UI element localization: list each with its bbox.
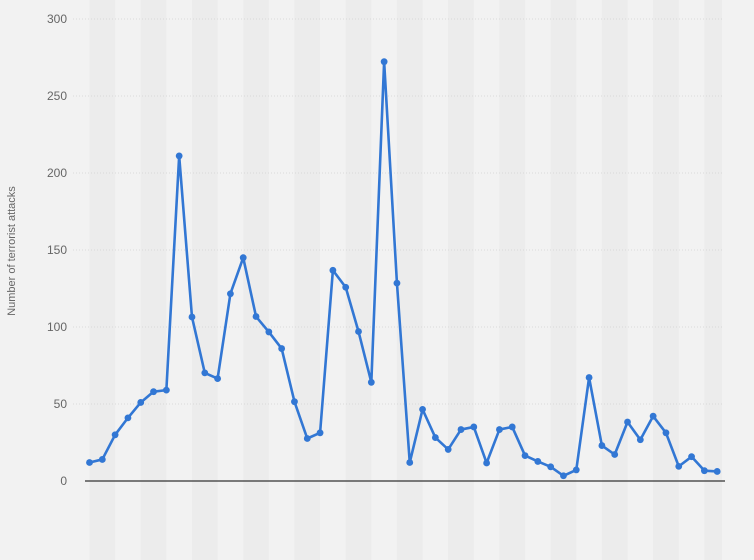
svg-text:50: 50 [54,397,68,411]
svg-text:200: 200 [47,166,67,180]
svg-text:100: 100 [47,320,67,334]
svg-text:0: 0 [60,474,67,488]
svg-text:150: 150 [47,243,67,257]
svg-text:300: 300 [47,12,67,26]
svg-text:Number of terrorist attacks: Number of terrorist attacks [6,186,18,316]
svg-text:250: 250 [47,89,67,103]
